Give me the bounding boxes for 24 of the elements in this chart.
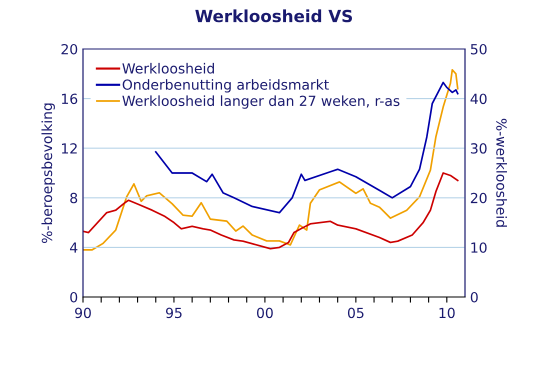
y-tick-label: 20 [61, 44, 78, 54]
x-tick-label: 05 [348, 308, 364, 318]
y-tick-label: 12 [62, 143, 77, 154]
legend-label: Onderbenutting arbeidsmarkt [122, 79, 329, 93]
y-axis-title: %-beroepsbevolking [41, 104, 55, 243]
y2-tick-label: 20 [470, 192, 487, 204]
chart-title: Werkloosheid VS [195, 9, 352, 22]
x-tick-label: 90 [75, 308, 91, 318]
legend-label: Werkloosheid [122, 62, 214, 74]
y-tick-label: 4 [70, 242, 78, 253]
legend-label: Werkloosheid langer dan 27 weken, r-as [122, 95, 400, 109]
y2-tick-label: 50 [470, 44, 487, 54]
x-tick-label: 10 [440, 308, 455, 318]
x-tick-label: 00 [256, 308, 273, 318]
y2-tick-label: 30 [470, 143, 487, 154]
y2-tick-label: 40 [470, 94, 487, 104]
y-tick-label: 8 [70, 192, 78, 204]
line-series [83, 172, 459, 250]
y2-axis-title: %-werkloosheid [496, 118, 507, 227]
x-tick-label: 95 [166, 308, 182, 318]
y2-tick-label: 10 [471, 242, 487, 253]
y2-tick-label: 0 [470, 292, 478, 302]
y-tick-label: 16 [62, 94, 78, 104]
y-tick-label: 0 [70, 292, 78, 302]
